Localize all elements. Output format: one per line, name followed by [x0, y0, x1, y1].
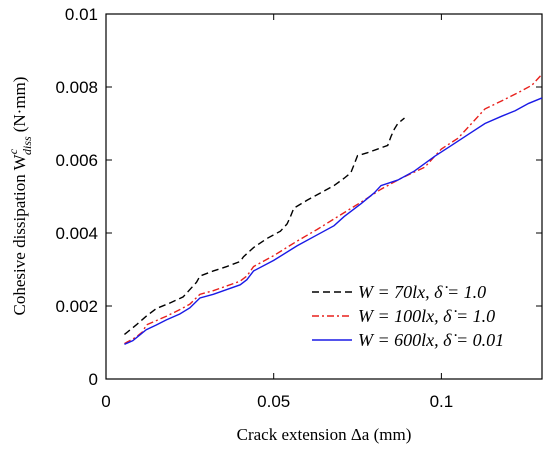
legend-label-2: W = 100lx, δ̇ = 1.0: [358, 306, 495, 326]
legend-label-1: W = 70lx, δ̇ = 1.0: [358, 282, 486, 302]
y-axis-title-unit: (N·mm): [10, 77, 29, 133]
x-axis: 0 0.05 0.1: [101, 14, 453, 411]
y-tick-label: 0.006: [55, 151, 98, 170]
series-line-3: [124, 97, 543, 345]
y-axis-title-sup: c: [6, 148, 20, 154]
x-axis-title: Crack extension Δa (mm): [237, 425, 412, 444]
legend: W = 70lx, δ̇ = 1.0 W = 100lx, δ̇ = 1.0 W =…: [312, 282, 504, 350]
y-tick-label: 0: [89, 370, 98, 389]
y-axis: 0 0.002 0.004 0.006 0.008 0.01: [55, 5, 542, 389]
x-tick-label: 0.05: [257, 392, 290, 411]
series-line-1: [124, 117, 405, 336]
y-axis-title-sub: diss: [20, 136, 34, 155]
y-tick-label: 0.01: [65, 5, 98, 24]
y-tick-label: 0.002: [55, 297, 98, 316]
y-tick-label: 0.004: [55, 224, 98, 243]
plot-frame: [105, 13, 543, 380]
y-axis-title: Cohesive dissipation Wcdiss (N·mm): [6, 77, 34, 316]
legend-label-3: W = 600lx, δ̇ = 0.01: [358, 330, 504, 350]
y-axis-title-main: Cohesive dissipation W: [10, 153, 29, 315]
series-line-2: [124, 73, 543, 345]
series-layer: [124, 73, 543, 345]
x-tick-label: 0: [101, 392, 110, 411]
y-tick-label: 0.008: [55, 78, 98, 97]
x-tick-label: 0.1: [430, 392, 454, 411]
